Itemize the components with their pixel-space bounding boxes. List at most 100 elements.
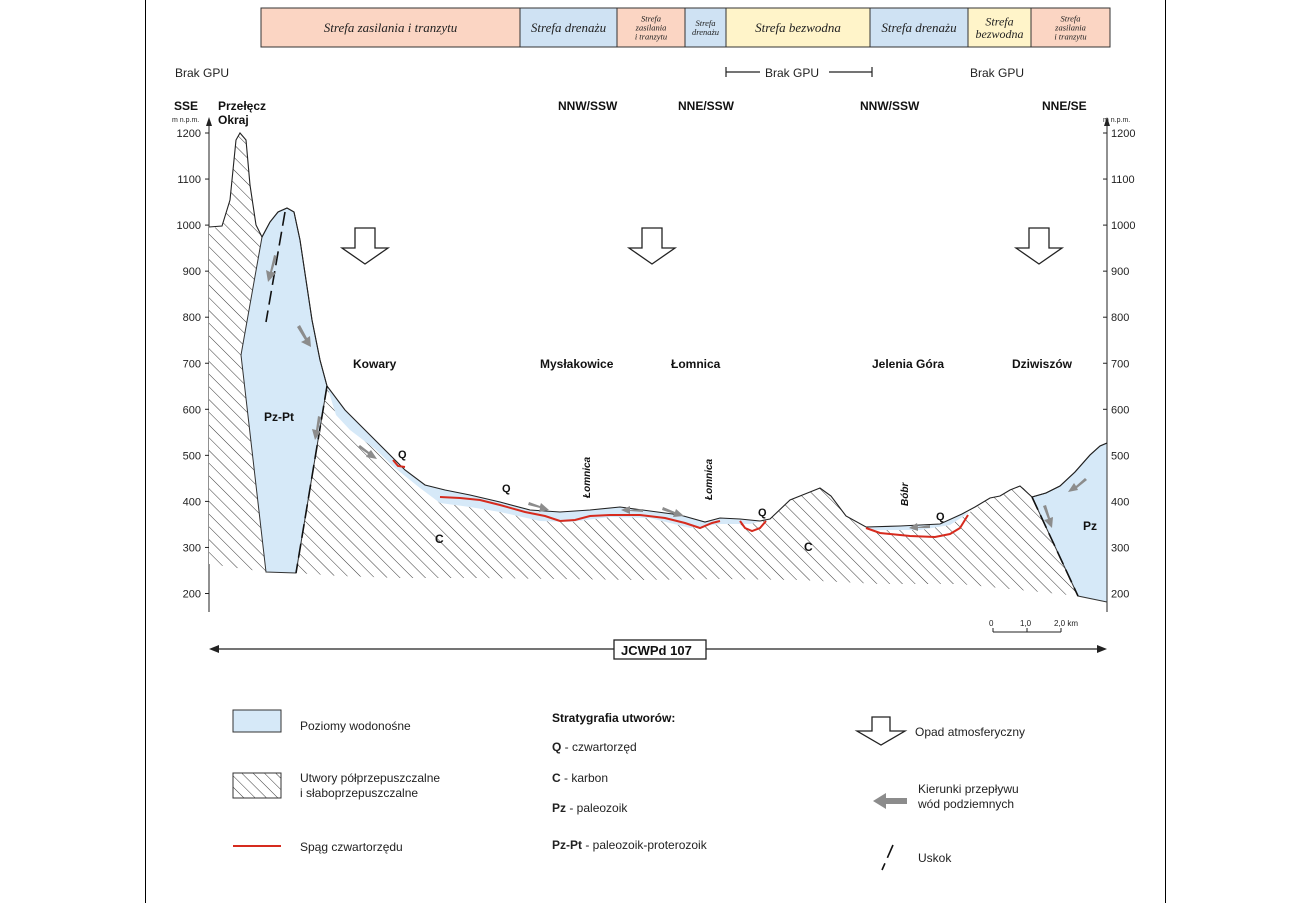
axis-tick-label: 1000 [177, 220, 201, 232]
flow-arrow-9 [1068, 478, 1087, 492]
axis-tick-label: 1100 [177, 174, 201, 186]
axis-tick-label: 900 [1111, 266, 1129, 278]
gpu-label-right: Brak GPU [970, 66, 1024, 80]
semipermeable-right-ridge [1020, 486, 1036, 496]
axis-unit-right: m n.p.m. [1103, 117, 1130, 124]
axis-tick-label: 200 [1111, 589, 1129, 601]
zone-label: Strefa [641, 14, 661, 24]
zone-cell-5: Strefa bezwodna [725, 7, 871, 48]
zone-label: Strefa [696, 18, 716, 28]
direction-1: NNW/SSW [558, 99, 618, 113]
axis-unit-left: m n.p.m. [172, 117, 199, 124]
legend-flow-line1: Kierunki przepływu [918, 782, 1019, 796]
gpu-label-left: Brak GPU [175, 66, 229, 80]
zone-label: drenażu [692, 27, 719, 37]
axis-tick-label: 600 [183, 404, 201, 416]
legend: Poziomy wodonośne Utwory półprzepuszczal… [232, 709, 1025, 871]
flow-arrows [266, 255, 1087, 531]
precipitation-arrows [339, 227, 1065, 265]
gpu-label-center: Brak GPU [765, 66, 819, 80]
axis-tick-label: 300 [183, 542, 201, 554]
strat-item: Pz-Pt - paleozoik-proterozoik [552, 838, 708, 852]
legend-fault-label: Uskok [918, 851, 952, 865]
direction-2: NNE/SSW [678, 99, 735, 113]
axis-tick-label: 600 [1111, 404, 1129, 416]
axis-tick-label: 500 [1111, 450, 1129, 462]
legend-strat-title: Stratygrafia utworów: [552, 711, 675, 725]
flow-arrow-2 [297, 325, 311, 347]
unit-q-2: Q [502, 483, 511, 495]
axis-tick-label: 500 [183, 450, 201, 462]
scale-tick-2: 2,0 km [1054, 619, 1078, 628]
legend-precip-icon [854, 716, 908, 746]
zone-cell-6: Strefa drenażu [869, 7, 969, 48]
pass-name-line1: Przełęcz [218, 99, 266, 113]
fault-lines [265, 211, 1079, 597]
scale-tick-1: 1,0 [1020, 619, 1032, 628]
flow-arrow-10 [1043, 505, 1053, 528]
zone-cell-1: Strefa zasilania i tranzytu [260, 7, 521, 48]
stratigraphy-list: Q - czwartorzęd C - karbon Pz - paleozoik P… [552, 740, 708, 852]
legend-flow-icon [873, 793, 907, 809]
unit-c-1: C [435, 532, 444, 546]
zone-label: Strefa drenażu [531, 20, 607, 35]
zone-label: i tranzytu [635, 31, 667, 41]
unit-c-2: C [804, 540, 813, 554]
flow-arrow-1 [266, 255, 277, 282]
flow-arrow-5 [528, 502, 549, 512]
zone-label: i tranzytu [1054, 31, 1086, 41]
figure-frame [145, 0, 1166, 903]
place-myslakowice: Mysłakowice [540, 357, 614, 371]
legend-flow-line2: wód podziemnych [917, 797, 1014, 811]
unit-pz: Pz [1083, 519, 1097, 533]
strat-item: Q - czwartorzęd [552, 740, 637, 754]
axis-tick-label: 900 [183, 266, 201, 278]
legend-precip-label: Opad atmosferyczny [915, 725, 1025, 739]
zone-label: Strefa drenażu [881, 20, 957, 35]
zone-label: Strefa [1061, 14, 1081, 24]
legend-swatch-semipermeable [232, 772, 282, 799]
hydro-zone-bar: Strefa zasilania i tranzytu Strefa drenaż… [260, 7, 1111, 48]
flow-arrow-3 [312, 416, 321, 440]
direction-3: NNW/SSW [860, 99, 920, 113]
river-bobr: Bóbr [900, 482, 911, 506]
zone-cell-2: Strefa drenażu [519, 7, 618, 48]
topographic-surface [208, 132, 1108, 528]
precip-arrow-2 [626, 227, 678, 265]
axis-tick-label: 400 [183, 496, 201, 508]
zone-label: Strefa [985, 14, 1013, 28]
elevation-axis-right: 1200 1100 1000 900 800 700 600 500 400 300 200 [1103, 117, 1135, 612]
aquifer-jelenia [866, 512, 970, 530]
jcwpd-label: JCWPd 107 [621, 643, 692, 658]
place-jelenia-gora: Jelenia Góra [872, 357, 944, 371]
unit-q-4: Q [936, 511, 945, 523]
precip-arrow-1 [339, 227, 391, 265]
direction-sse: SSE [174, 99, 198, 113]
pass-name-line2: Okraj [218, 113, 249, 127]
axis-tick-label: 700 [183, 358, 201, 370]
scale-tick-0: 0 [989, 619, 994, 628]
axis-tick-label: 800 [183, 312, 201, 324]
semipermeable-main [296, 386, 1078, 596]
river-lomnica-2: Łomnica [704, 458, 715, 501]
legend-semi-line1: Utwory półprzepuszczalne [300, 771, 440, 785]
semipermeable-left-block [209, 133, 266, 572]
elevation-axis-left: 1200 1100 1000 900 800 700 600 500 400 300 200 [177, 117, 212, 612]
aquifer-valley [327, 386, 770, 528]
precip-arrow-3 [1013, 227, 1065, 265]
zone-label: Strefa zasilania i tranzytu [324, 20, 458, 35]
legend-semi-line2: i słaboprzepuszczalne [300, 786, 418, 800]
gpu-range-bracket [725, 67, 873, 77]
axis-tick-label: 800 [1111, 312, 1129, 324]
legend-base-label: Spąg czwartorzędu [300, 840, 403, 854]
axis-tick-label: 300 [1111, 542, 1129, 554]
axis-tick-label: 1200 [177, 128, 201, 140]
axis-tick-label: 1200 [1111, 128, 1135, 140]
legend-swatch-aquifer [232, 709, 282, 733]
jcwpd-range-arrow [209, 639, 1107, 660]
strat-item: C - karbon [552, 771, 608, 785]
